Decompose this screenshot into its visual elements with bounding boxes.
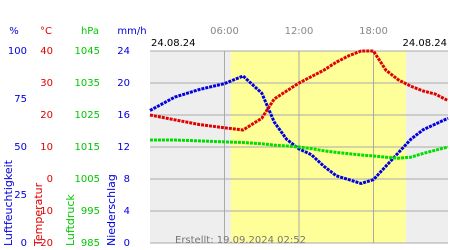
- y-tick-label: 30: [40, 78, 53, 89]
- y-tick-label: 16: [117, 110, 130, 121]
- y-tick-label: 1035: [75, 78, 100, 89]
- y-tick-label: 1015: [75, 142, 100, 153]
- data-line: [150, 138, 449, 160]
- y-tick-label: 1045: [75, 46, 100, 57]
- axis-unit: %: [9, 26, 19, 37]
- axis-title: Temperatur: [32, 182, 45, 247]
- date-label: 24.08.24: [402, 38, 447, 49]
- y-tick-label: 1025: [75, 110, 100, 121]
- y-tick-label: 8: [124, 174, 130, 185]
- axis-title: Luftdruck: [64, 194, 77, 246]
- axis-title: Niederschlag: [105, 174, 118, 246]
- x-tick-label: 18:00: [359, 26, 388, 37]
- y-tick-label: 75: [14, 94, 27, 105]
- date-label: 24.08.24: [151, 38, 196, 49]
- y-tick-label: 40: [40, 46, 53, 57]
- data-line: [149, 74, 449, 185]
- y-tick-label: 10: [40, 142, 53, 153]
- y-tick-label: 50: [14, 142, 27, 153]
- footer: Erstellt: 19.09.2024 02:52: [175, 235, 306, 246]
- y-tick-label: 12: [117, 142, 130, 153]
- y-tick-label: 0: [47, 174, 53, 185]
- y-tick-label: -10: [37, 206, 53, 217]
- y-tick-label: 25: [14, 190, 27, 201]
- y-tick-label: 1005: [75, 174, 100, 185]
- y-tick-label: 20: [117, 78, 130, 89]
- y-tick-label: 985: [81, 238, 100, 249]
- axis-unit: hPa: [81, 26, 99, 37]
- x-tick-label: 12:00: [285, 26, 314, 37]
- y-tick-label: -20: [37, 238, 53, 249]
- axis-title: Luftfeuchtigkeit: [2, 159, 15, 246]
- y-tick-label: 20: [40, 110, 53, 121]
- y-tick-label: 100: [8, 46, 27, 57]
- y-tick-label: 0: [124, 238, 130, 249]
- y-tick-label: 995: [81, 206, 100, 217]
- y-tick-label: 24: [117, 46, 130, 57]
- axis-unit: mm/h: [117, 26, 146, 37]
- data-line: [149, 49, 449, 132]
- x-tick-label: 06:00: [210, 26, 239, 37]
- y-tick-label: 4: [124, 206, 130, 217]
- axis-unit: °C: [40, 26, 52, 37]
- y-tick-label: 0: [21, 238, 27, 249]
